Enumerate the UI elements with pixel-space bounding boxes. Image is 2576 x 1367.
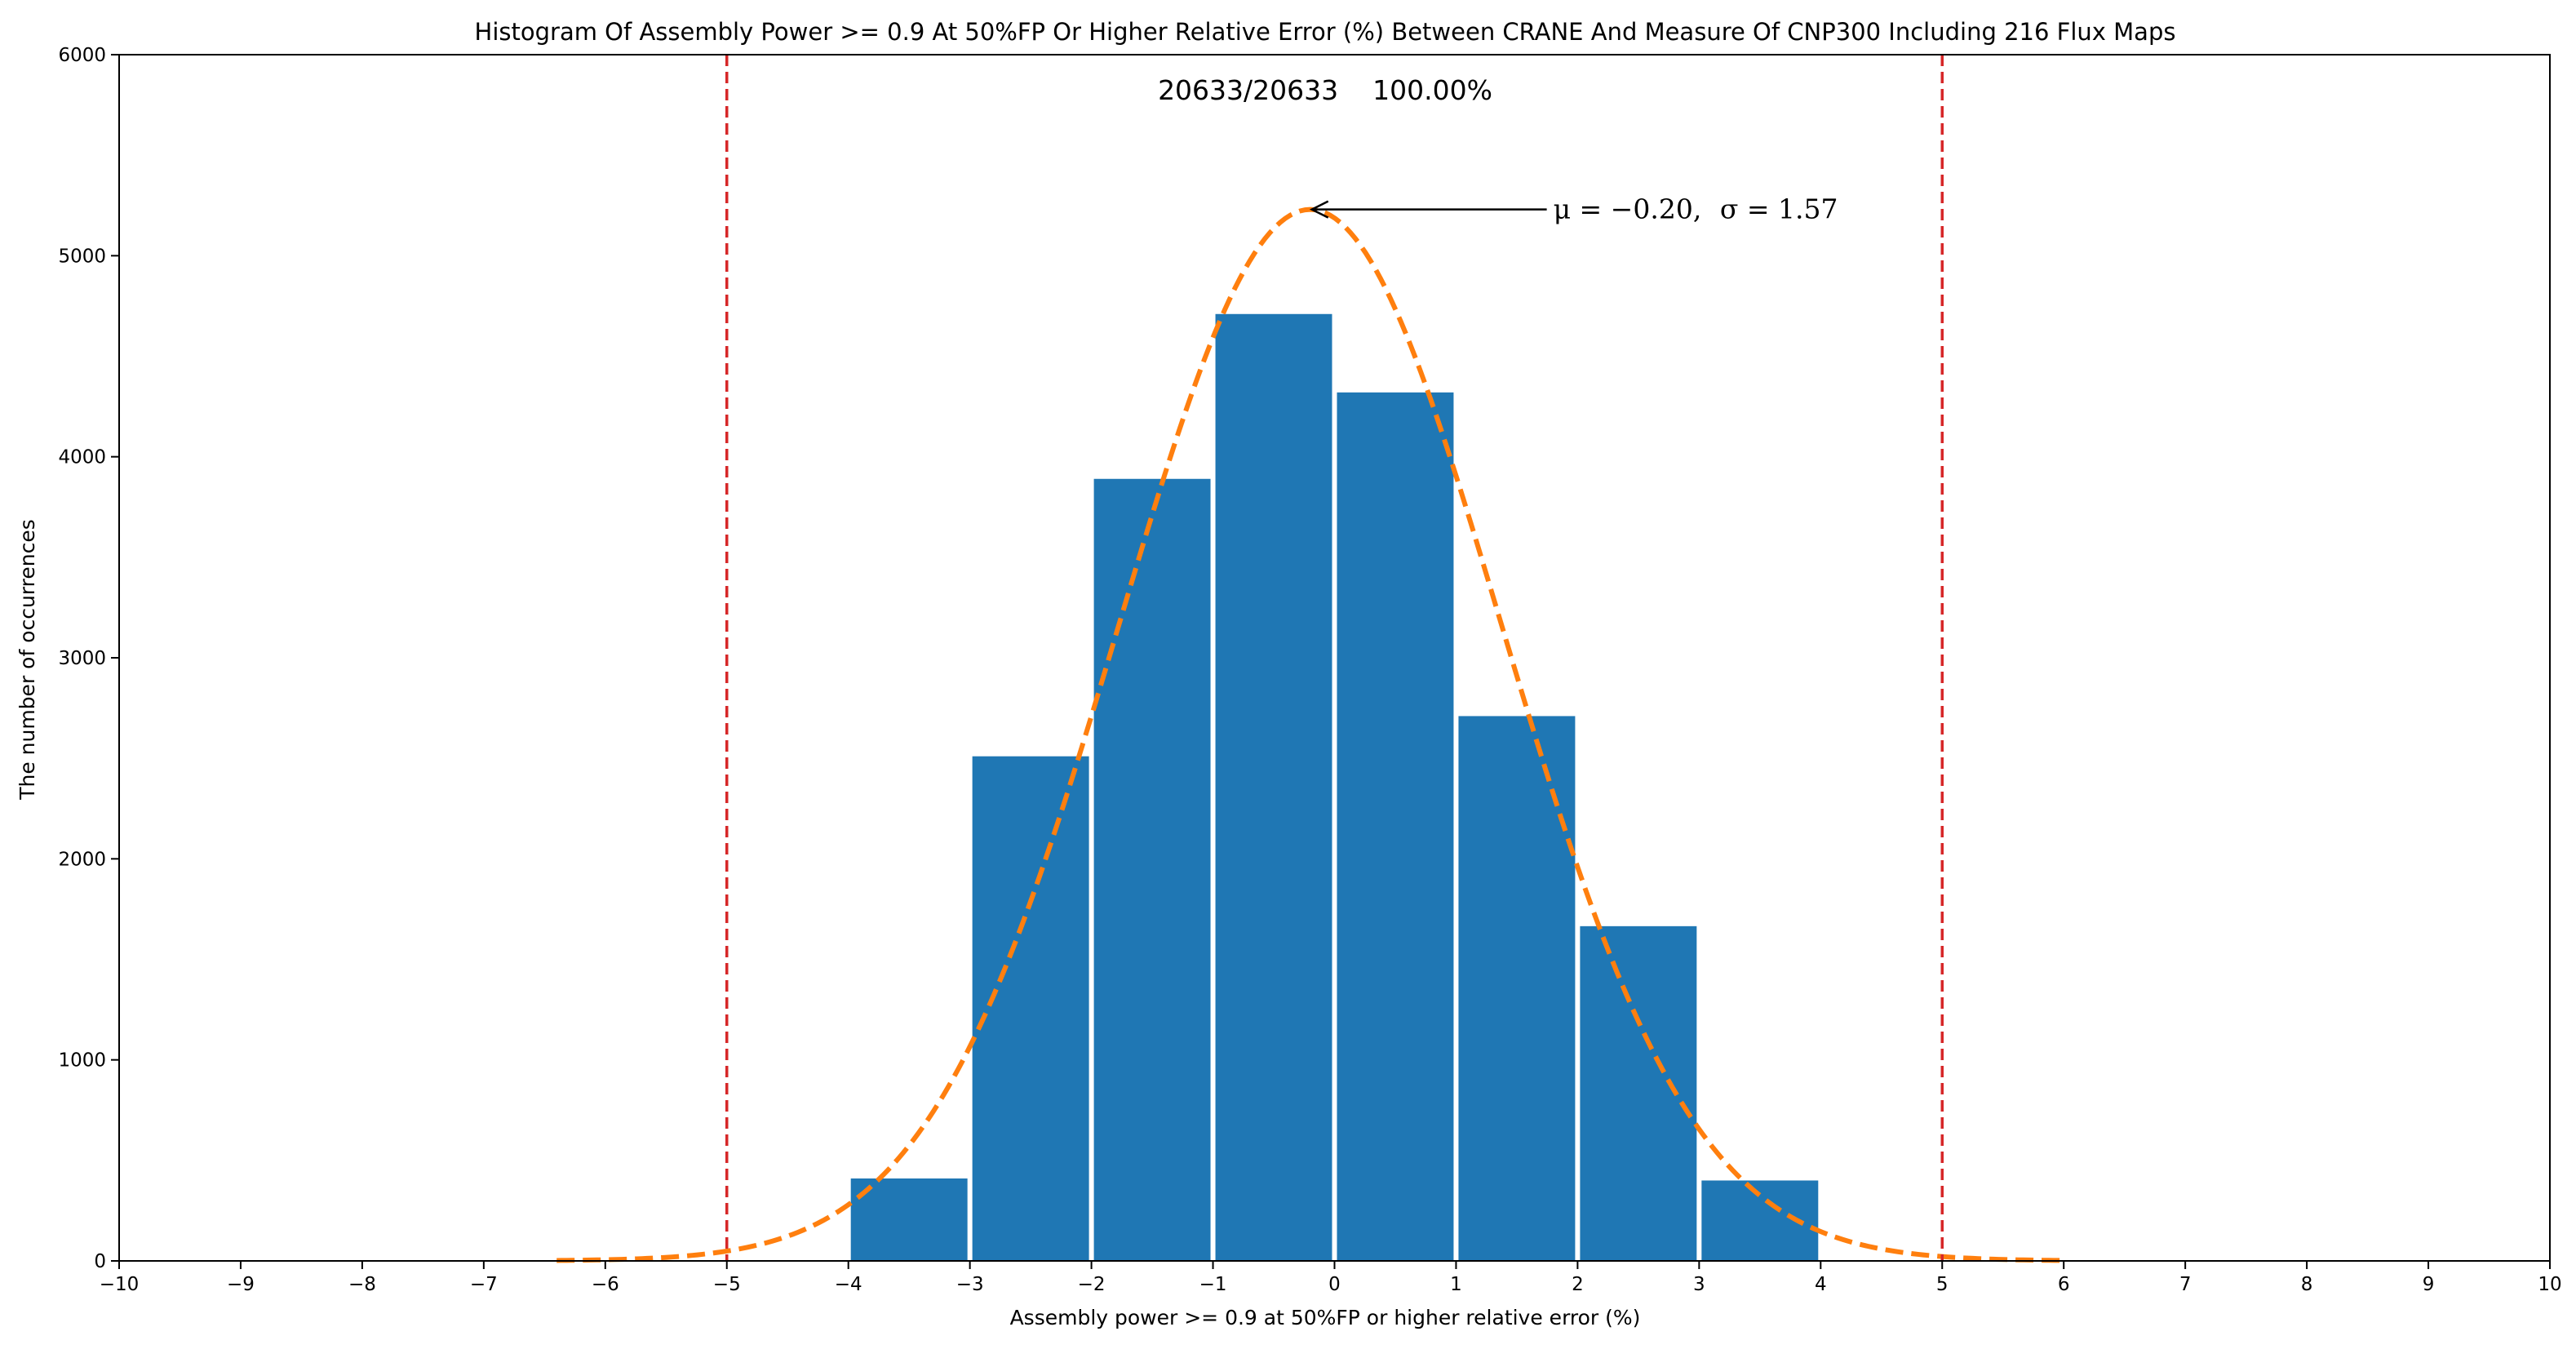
x-tick-label: 5 (1936, 1274, 1949, 1295)
x-tick-label: −2 (1078, 1274, 1106, 1295)
x-tick-label: 8 (2301, 1274, 2313, 1295)
y-tick-label: 0 (94, 1251, 106, 1272)
x-tick-label: 6 (2058, 1274, 2070, 1295)
y-axis-label: The number of occurrences (16, 519, 39, 801)
plot-frame (118, 54, 2551, 1262)
x-tick-label: −4 (835, 1274, 862, 1295)
x-tick-label: 7 (2179, 1274, 2192, 1295)
annotation-mu: μ = −0.20, (1554, 193, 1702, 225)
histogram-bar-3 (1215, 313, 1332, 1261)
summary-text: 20633/20633 100.00% (1158, 74, 1492, 106)
y-tick-label: 3000 (58, 648, 106, 669)
x-tick-label: −9 (227, 1274, 255, 1295)
histogram-bar-5 (1458, 716, 1576, 1261)
x-tick-label: 1 (1450, 1274, 1462, 1295)
x-tick-label: −1 (1199, 1274, 1227, 1295)
y-tick-label: 5000 (58, 246, 106, 267)
x-tick-label: −3 (956, 1274, 984, 1295)
y-tick-label: 2000 (58, 849, 106, 870)
y-tick-label: 4000 (58, 447, 106, 468)
annotation-arrow-head (1309, 200, 1329, 219)
y-tick-label: 6000 (58, 45, 106, 66)
x-tick-label: −8 (348, 1274, 376, 1295)
y-tick-label: 1000 (58, 1050, 106, 1072)
limit-lines (725, 55, 1944, 1261)
x-tick-label: −6 (592, 1274, 619, 1295)
annotation-sigma: σ = 1.57 (1720, 193, 1838, 225)
x-tick-label: −10 (100, 1274, 140, 1295)
histogram-bars (850, 313, 1819, 1262)
x-tick-label: 9 (2423, 1274, 2435, 1295)
annotation-text: μ = −0.20, σ = 1.57 (1554, 193, 1838, 225)
x-tick-label: 4 (1815, 1274, 1827, 1295)
x-axis-label: Assembly power >= 0.9 at 50%FP or higher… (1010, 1306, 1641, 1329)
fit-annotation: μ = −0.20, σ = 1.57 (1309, 193, 1838, 225)
histogram-bar-4 (1337, 392, 1454, 1262)
x-tick-label: 0 (1328, 1274, 1341, 1295)
x-axis-ticks: −10 −9 −8 −7 −6 −5 −4 −3 −2 −1 0 1 2 3 4 5 6 7 8 9 10 (100, 1261, 2562, 1295)
chart-title: Histogram Of Assembly Power >= 0.9 At 50… (475, 18, 2176, 46)
y-axis-ticks: 0 1000 2000 3000 4000 5000 6000 (58, 45, 119, 1272)
histogram-bar-1 (972, 756, 1089, 1261)
x-tick-label: −7 (470, 1274, 498, 1295)
histogram-bar-6 (1580, 925, 1697, 1261)
x-tick-label: 10 (2538, 1274, 2561, 1295)
histogram-bar-0 (850, 1178, 968, 1261)
histogram-bar-2 (1093, 478, 1211, 1261)
x-tick-label: 2 (1572, 1274, 1584, 1295)
x-tick-label: −5 (713, 1274, 741, 1295)
x-tick-label: 3 (1693, 1274, 1705, 1295)
